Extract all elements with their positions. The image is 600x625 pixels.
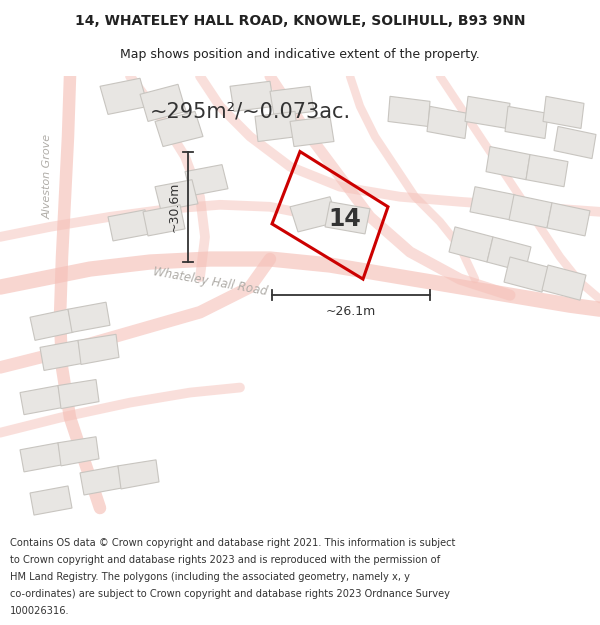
- Polygon shape: [68, 302, 110, 332]
- Polygon shape: [80, 466, 122, 495]
- Polygon shape: [504, 257, 548, 292]
- Polygon shape: [427, 106, 468, 139]
- Polygon shape: [290, 197, 338, 232]
- Text: ~26.1m: ~26.1m: [326, 305, 376, 318]
- Text: Whateley Hall Road: Whateley Hall Road: [152, 266, 268, 299]
- Polygon shape: [388, 96, 430, 126]
- Polygon shape: [509, 195, 552, 228]
- Text: Map shows position and indicative extent of the property.: Map shows position and indicative extent…: [120, 48, 480, 61]
- Text: HM Land Registry. The polygons (including the associated geometry, namely x, y: HM Land Registry. The polygons (includin…: [10, 572, 410, 582]
- Polygon shape: [20, 386, 62, 414]
- Text: to Crown copyright and database rights 2023 and is reproduced with the permissio: to Crown copyright and database rights 2…: [10, 555, 440, 565]
- Polygon shape: [470, 187, 515, 220]
- Polygon shape: [486, 146, 530, 179]
- Polygon shape: [100, 78, 148, 114]
- Text: co-ordinates) are subject to Crown copyright and database rights 2023 Ordnance S: co-ordinates) are subject to Crown copyr…: [10, 589, 449, 599]
- Polygon shape: [526, 154, 568, 187]
- Text: Alveston Grove: Alveston Grove: [43, 134, 53, 219]
- Polygon shape: [505, 106, 548, 139]
- Polygon shape: [290, 116, 334, 146]
- Polygon shape: [155, 179, 198, 211]
- Polygon shape: [30, 486, 72, 515]
- Polygon shape: [118, 460, 159, 489]
- Polygon shape: [20, 442, 62, 472]
- Polygon shape: [30, 309, 73, 341]
- Polygon shape: [542, 265, 586, 300]
- Polygon shape: [58, 379, 99, 409]
- Polygon shape: [543, 96, 584, 129]
- Polygon shape: [143, 205, 185, 236]
- Polygon shape: [108, 210, 150, 241]
- Text: 14, WHATELEY HALL ROAD, KNOWLE, SOLIHULL, B93 9NN: 14, WHATELEY HALL ROAD, KNOWLE, SOLIHULL…: [75, 14, 525, 28]
- Polygon shape: [40, 341, 82, 371]
- Polygon shape: [465, 96, 510, 129]
- Polygon shape: [487, 237, 531, 272]
- Polygon shape: [78, 334, 119, 364]
- Text: 100026316.: 100026316.: [10, 606, 69, 616]
- Polygon shape: [230, 81, 274, 111]
- Text: ~295m²/~0.073ac.: ~295m²/~0.073ac.: [149, 101, 350, 121]
- Polygon shape: [155, 111, 203, 146]
- Text: 14: 14: [329, 207, 361, 231]
- Polygon shape: [140, 84, 186, 121]
- Polygon shape: [325, 202, 370, 234]
- Polygon shape: [270, 86, 314, 116]
- Polygon shape: [449, 227, 493, 262]
- Polygon shape: [255, 111, 298, 141]
- Polygon shape: [554, 126, 596, 159]
- Polygon shape: [185, 164, 228, 196]
- Text: Contains OS data © Crown copyright and database right 2021. This information is : Contains OS data © Crown copyright and d…: [10, 538, 455, 548]
- Text: ~30.6m: ~30.6m: [167, 182, 181, 232]
- Polygon shape: [547, 202, 590, 236]
- Polygon shape: [58, 437, 99, 466]
